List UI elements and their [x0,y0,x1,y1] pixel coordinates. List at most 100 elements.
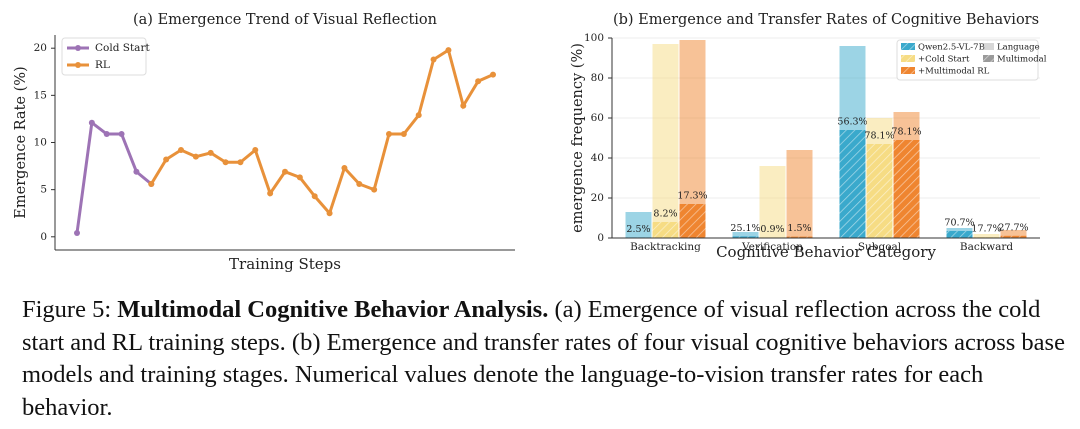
transfer-rate-label: 1.5% [787,223,811,234]
point [460,102,467,109]
point [192,153,199,160]
legend-style-label: Language [997,43,1040,53]
x-tick-label: Verification [741,241,803,253]
legend-label: RL [95,59,110,71]
multimodal-bar [1000,235,1027,238]
transfer-rate-label: 78.1% [891,127,921,138]
point [178,147,184,154]
y-tick-label: 5 [40,184,47,196]
legend-swatch [901,43,915,50]
point [356,180,363,187]
point [267,190,274,197]
point [311,193,318,200]
point [400,131,407,138]
point [386,131,392,138]
language-bar [786,150,813,238]
caption-title: Multimodal Cognitive Behavior Analysis. [117,296,549,323]
caption-text: (a) Emergence of visual reflection acros… [22,296,1065,421]
transfer-rate-label: 17.3% [677,191,707,202]
language-bar [652,44,679,238]
legend-label: Qwen2.5-VL-7B [918,43,985,53]
point [445,47,452,54]
transfer-rate-label: 56.3% [837,117,867,128]
caption: Figure 5: Multimodal Cognitive Behavior … [22,294,1072,424]
series-line [75,119,153,234]
y-axis-label: Emergence Rate (%) [13,66,29,218]
point [88,119,95,126]
y-tick-label: 40 [591,152,604,164]
multimodal-bar [732,236,759,238]
point [296,174,303,181]
transfer-rate-label: 27.7% [998,222,1028,233]
y-tick-label: 80 [591,72,604,84]
legend-label: +Cold Start [918,55,970,65]
transfer-rate-label: 70.7% [944,218,974,229]
point [103,131,110,138]
legend-label: Cold Start [95,42,150,54]
x-tick-label: Backward [960,241,1013,253]
point [74,230,80,237]
transfer-rate-label: 17.7% [971,224,1001,235]
language-bar [732,232,759,238]
y-tick-label: 0 [597,232,604,244]
point [415,112,422,119]
transfer-rate-label: 78.1% [864,131,894,142]
language-bar [1000,230,1027,238]
legend-style-label: Multimodal [997,55,1047,65]
caption-label: Figure 5: [22,296,112,323]
point [133,168,140,175]
language-bar [759,166,786,238]
legend-box [896,39,1039,81]
multimodal-bar [652,222,679,238]
legend-style-swatch [983,55,994,62]
y-tick-label: 0 [40,231,47,243]
transfer-rate-label: 2.5% [626,224,650,235]
language-bar [625,212,652,238]
series-line [150,47,494,217]
point [148,180,155,187]
multimodal-bar [786,236,813,238]
multimodal-bar [679,204,706,238]
legend-marker [75,62,81,68]
point [475,78,482,85]
point [282,168,288,175]
transfer-rate-label: 8.2% [653,209,677,220]
multimodal-bar [839,130,866,238]
legend-style-swatch [983,43,994,50]
legend-marker [75,45,81,51]
language-bar [973,234,1000,238]
y-tick-label: 20 [34,42,47,54]
y-axis-label: emergence frequency (%) [570,43,586,233]
x-tick-label: Subgoal [858,241,902,253]
point [326,210,333,217]
y-tick-label: 20 [591,192,604,204]
point [490,71,496,78]
chart-title: (a) Emergence Trend of Visual Reflection [133,12,437,28]
point [252,147,259,154]
chart-title: (b) Emergence and Transfer Rates of Cogn… [613,12,1039,28]
point [430,56,437,63]
point [222,159,229,166]
point [341,164,348,171]
y-tick-label: 60 [591,112,604,124]
point [207,149,214,156]
y-tick-label: 15 [34,89,47,101]
legend-label: +Multimodal RL [918,67,990,77]
point [237,159,244,166]
figure: (a) Emergence Trend of Visual Reflection… [13,12,1047,273]
transfer-rate-label: 0.9% [760,224,784,235]
x-axis-label: Cognitive Behavior Category [716,243,936,261]
y-tick-label: 10 [34,137,47,149]
point [163,156,170,163]
point [118,131,125,138]
x-axis-label: Training Steps [229,255,341,273]
multimodal-bar [893,140,920,238]
x-tick-label: Backtracking [630,241,701,253]
legend-swatch [901,67,915,74]
point [371,186,378,193]
multimodal-bar [946,231,973,238]
legend-swatch [901,55,915,62]
multimodal-bar [866,144,893,238]
y-tick-label: 100 [584,32,604,44]
